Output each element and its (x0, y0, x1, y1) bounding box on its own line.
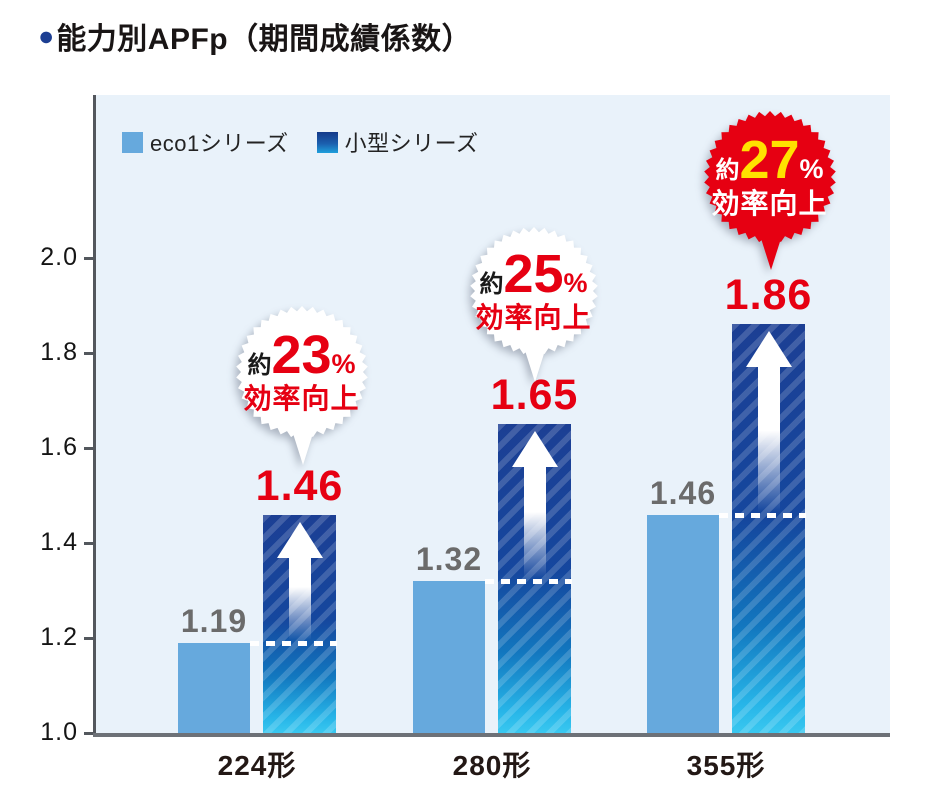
page-title: ● 能力別APFp（期間成績係数） (38, 14, 472, 58)
value-label-eco1-280形: 1.32 (415, 541, 483, 577)
up-arrow-icon (511, 431, 558, 578)
legend-label-kogata: 小型シリーズ (344, 131, 479, 156)
x-axis-line (93, 733, 890, 737)
y-tick-label-1.2: 1.2 (40, 623, 78, 651)
category-label-355形: 355形 (686, 750, 766, 781)
up-arrow-icon (745, 331, 792, 512)
callout-text-355形: 約27% 効率向上 (675, 133, 865, 218)
bar-eco1-280形 (413, 581, 485, 733)
y-tick-label-1.0: 1.0 (40, 718, 78, 746)
legend-item-kogata: 小型シリーズ (316, 126, 479, 158)
callout-text-280形: 約25% 効率向上 (439, 247, 629, 332)
up-arrow-icon (276, 522, 323, 640)
y-tick-2.0 (84, 257, 93, 260)
y-tick-label-2.0: 2.0 (40, 243, 78, 271)
callout-text-224形: 約23% 効率向上 (207, 328, 397, 413)
y-tick-1.6 (84, 447, 93, 450)
value-label-eco1-224形: 1.19 (180, 603, 248, 639)
reference-dotted-line-280形 (485, 579, 572, 584)
y-axis-line (93, 95, 96, 737)
callout-line1: 約25% (479, 244, 588, 304)
y-tick-1.4 (84, 542, 93, 545)
category-label-280形: 280形 (452, 750, 532, 781)
value-label-kogata-224形: 1.46 (255, 462, 344, 510)
legend: eco1シリーズ 小型シリーズ (122, 126, 479, 158)
callout-line2: 効率向上 (711, 188, 828, 219)
callout-balloon-224形 (235, 306, 368, 465)
bar-eco1-224形 (178, 643, 250, 733)
callout-line2: 効率向上 (475, 302, 592, 333)
legend-swatch-eco1-icon (122, 131, 143, 153)
y-tick-label-1.6: 1.6 (40, 433, 78, 461)
value-label-kogata-355形: 1.86 (724, 271, 813, 319)
category-label-224形: 224形 (217, 750, 297, 781)
legend-swatch-kogata-icon (316, 131, 338, 153)
y-tick-label-1.8: 1.8 (40, 338, 78, 366)
reference-dotted-line-355形 (719, 513, 806, 518)
callout-balloon-355形 (703, 111, 836, 270)
callout-line1: 約23% (247, 325, 356, 385)
page-title-text: 能力別APFp（期間成績係数） (56, 23, 473, 56)
legend-label-eco1: eco1シリーズ (150, 131, 289, 156)
callout-line2: 効率向上 (243, 383, 360, 414)
title-bullet-icon: ● (38, 20, 55, 51)
y-tick-1.8 (84, 352, 93, 355)
value-label-eco1-355形: 1.46 (649, 475, 717, 511)
callout-balloon-280形 (469, 227, 598, 382)
reference-dotted-line-224形 (250, 641, 337, 646)
y-tick-label-1.4: 1.4 (40, 528, 78, 556)
y-tick-1.2 (84, 637, 93, 640)
bar-eco1-355形 (647, 515, 719, 733)
y-tick-1.0 (84, 732, 93, 735)
callout-line1: 約27% (715, 130, 824, 190)
legend-item-eco1: eco1シリーズ (122, 126, 289, 158)
